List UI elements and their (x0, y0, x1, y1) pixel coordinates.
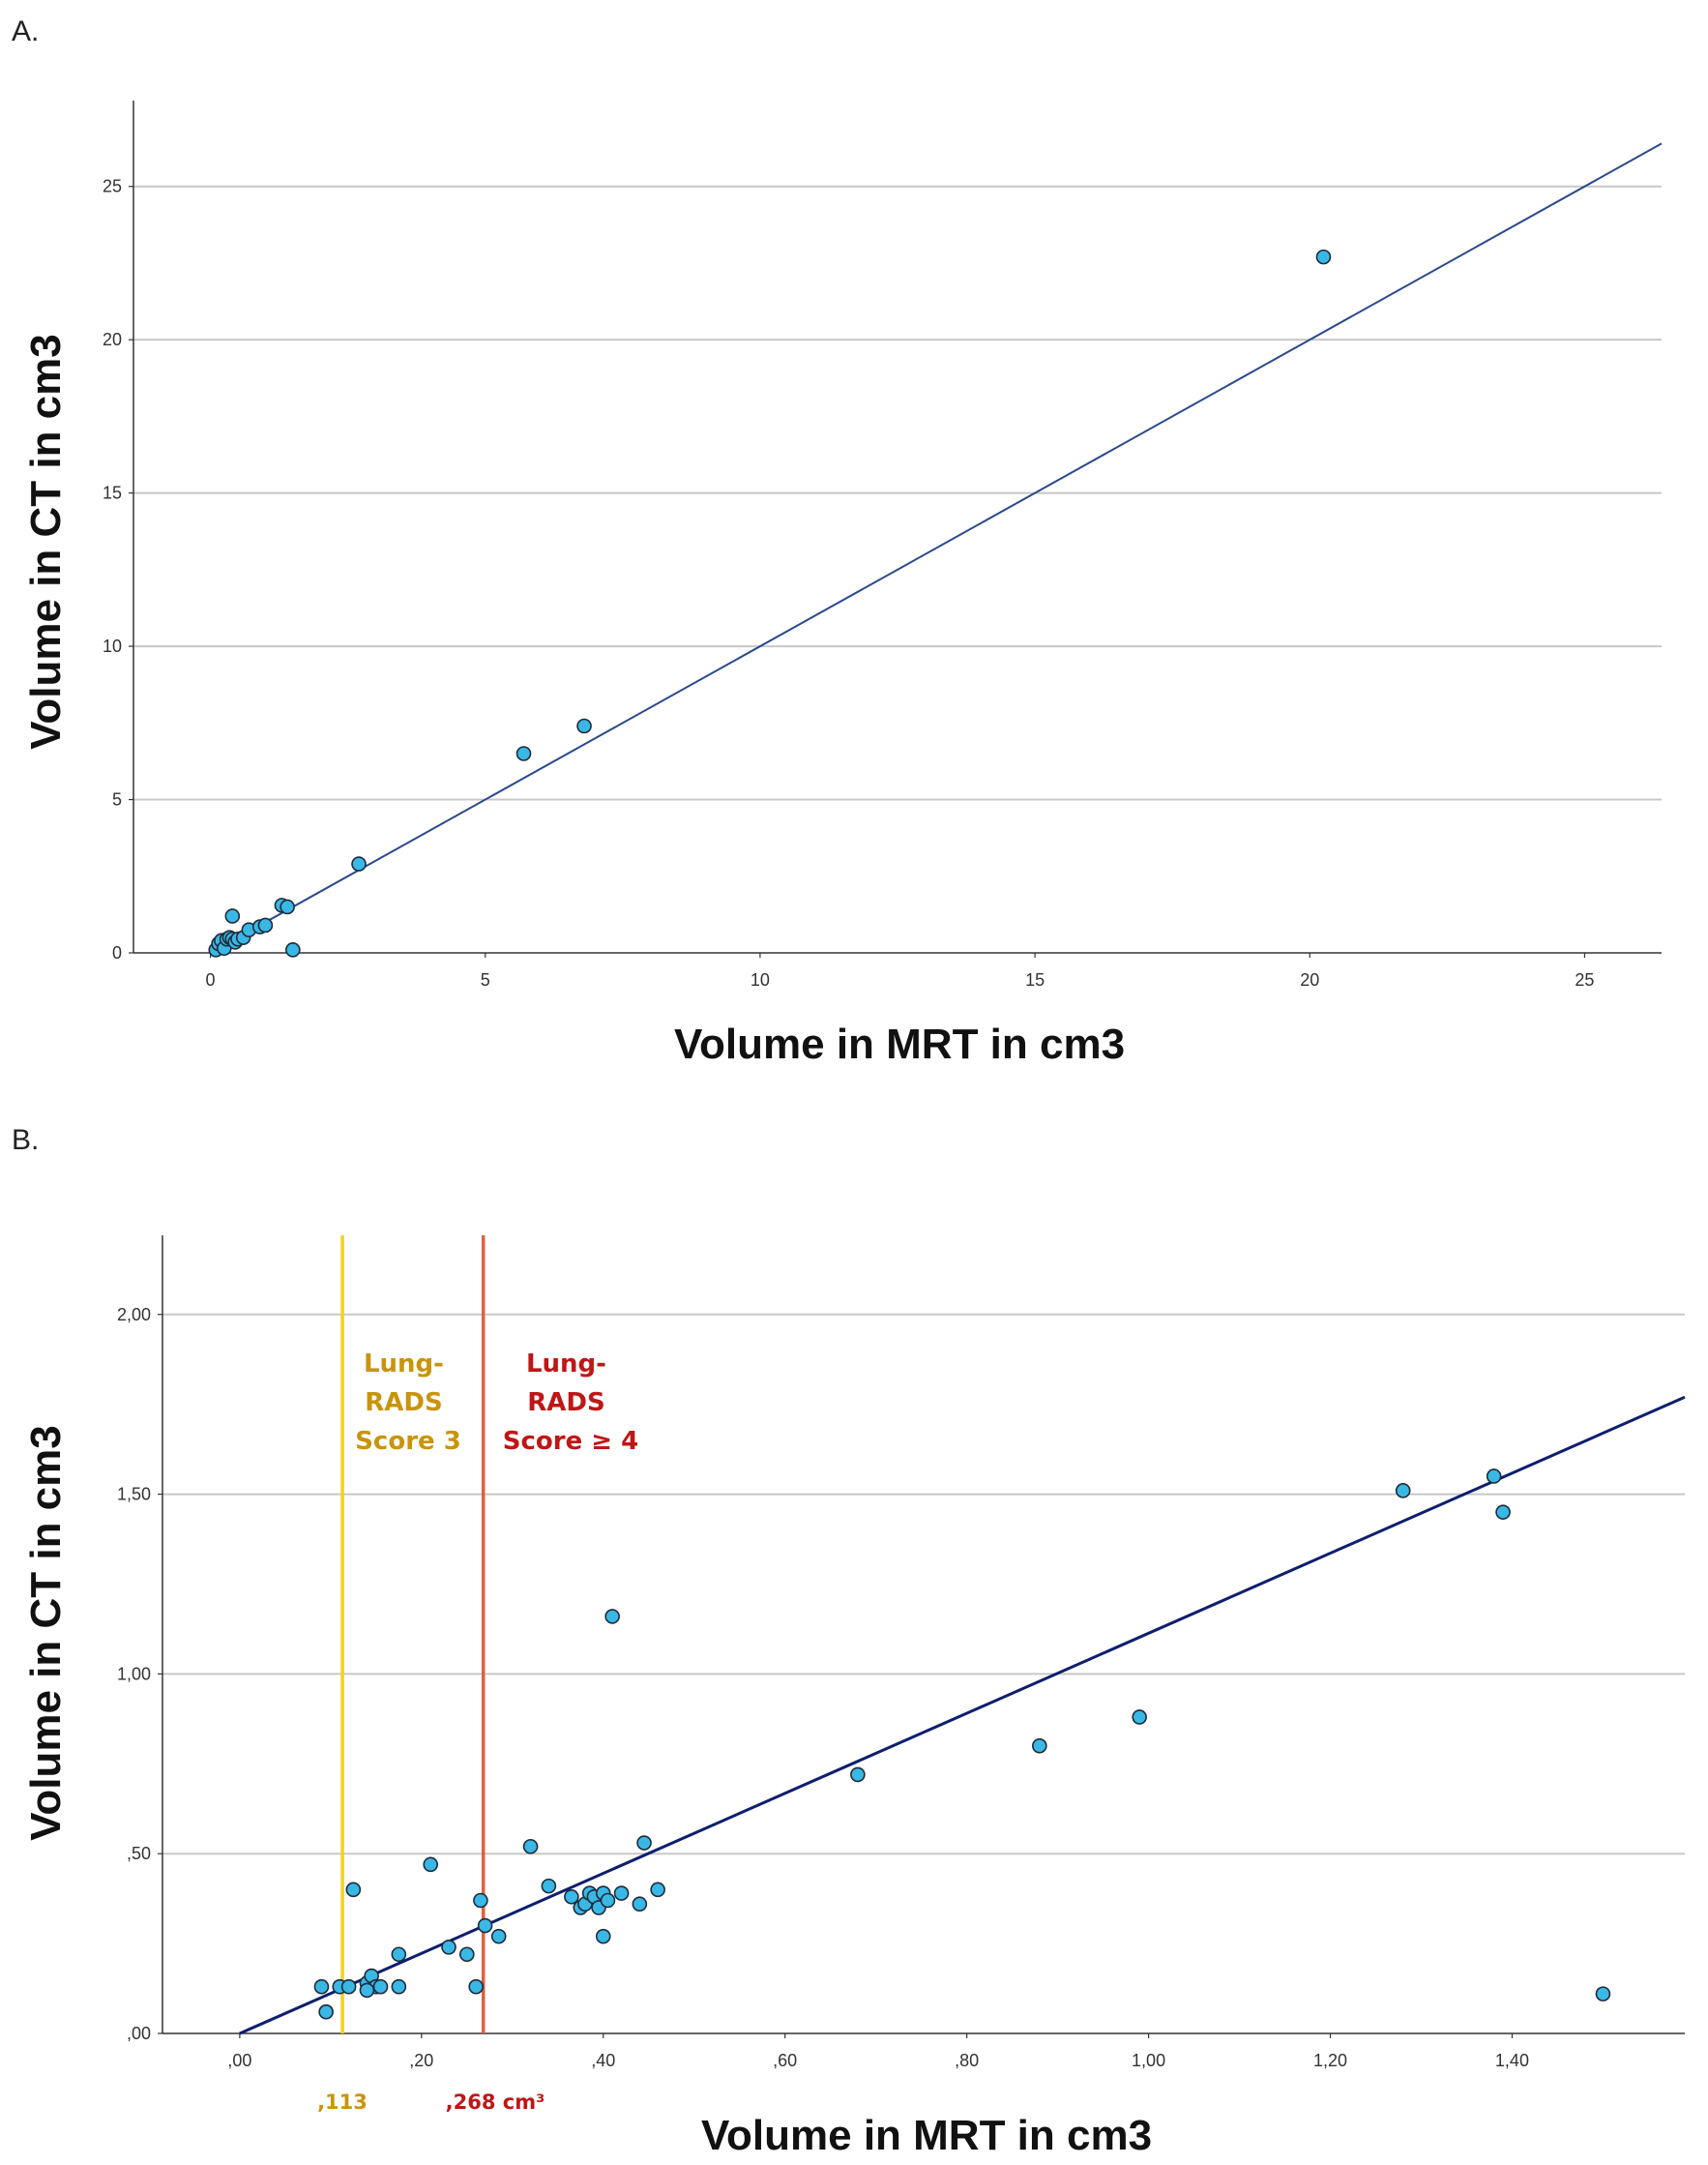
panel-a-gridlines (133, 185, 1662, 801)
data-point-3 (340, 1978, 357, 1995)
data-point-8 (359, 1982, 375, 1999)
data-point-21 (564, 1888, 579, 1905)
cutoff-label-268: ,268 cm³ (446, 2091, 545, 2114)
x-tick-label: 1,20 (1313, 2051, 1347, 2070)
score-4-line-3: Score ≥ 4 (503, 1427, 638, 1456)
data-point-13 (441, 1940, 456, 1955)
data-point-1 (318, 2003, 334, 2020)
y-tick-label: 25 (103, 177, 122, 196)
panel-b-gridlines (162, 1313, 1685, 1855)
x-tick-label: 1,00 (1132, 2051, 1165, 2070)
panel-b: B. ,00 ,20 ,40 ,60 ,80 1,00 1,20 1,40 ,00 ,50 1,00… (12, 1124, 1686, 2159)
data-point-15 (280, 899, 295, 915)
cutoff-label-113: ,113 (317, 2091, 368, 2114)
y-tick-label: ,50 (127, 1844, 151, 1863)
data-point-38 (1395, 1483, 1411, 1498)
data-point-19 (576, 718, 592, 734)
data-point-17 (477, 1917, 493, 1934)
panel-b-ticks: ,00 ,20 ,40 ,60 ,80 1,00 1,20 1,40 ,00 ,50 1,00 1,5… (117, 1305, 1529, 2070)
data-point-12 (423, 1856, 439, 1873)
panel-b-x-axis-title: Volume in MRT in cm3 (701, 2112, 1152, 2159)
y-tick-label: 5 (112, 790, 122, 810)
x-tick-label: ,00 (227, 2051, 251, 2070)
data-point-4 (345, 1882, 362, 1898)
score-4-line-1: Lung- (526, 1349, 606, 1379)
data-point-18 (490, 1928, 507, 1944)
data-point-37 (1132, 1709, 1147, 1725)
y-tick-label: 0 (112, 943, 122, 963)
data-point-15 (468, 1978, 484, 1995)
x-tick-label: ,20 (409, 2051, 433, 2070)
x-tick-label: 15 (1025, 970, 1045, 990)
y-tick-label: 2,00 (117, 1305, 151, 1324)
data-point-31 (613, 1885, 630, 1901)
y-tick-label: 1,50 (117, 1485, 151, 1504)
panel-b-points (313, 1468, 1611, 2020)
x-tick-label: 25 (1575, 970, 1594, 990)
data-point-32 (632, 1896, 648, 1913)
data-point-20 (1315, 249, 1332, 265)
data-point-20 (541, 1878, 557, 1894)
score-4-line-2: RADS (527, 1388, 604, 1417)
x-tick-label: 20 (1300, 970, 1319, 990)
y-tick-label: 1,00 (117, 1664, 151, 1683)
data-point-13 (257, 917, 274, 934)
data-point-18 (515, 746, 532, 761)
data-point-29 (595, 1928, 611, 1944)
data-point-30 (604, 1609, 620, 1624)
x-tick-label: 10 (751, 970, 770, 990)
data-point-14 (458, 1946, 475, 1963)
x-tick-label: ,80 (955, 2051, 979, 2070)
lung-rads-score-3-annotation: Lung- RADS Score 3 (355, 1349, 461, 1456)
x-tick-label: ,40 (591, 2051, 615, 2070)
data-point-28 (600, 1892, 616, 1909)
data-point-35 (850, 1766, 866, 1783)
panel-a-x-axis-title: Volume in MRT in cm3 (674, 1021, 1125, 1068)
panel-a-y-axis-title: Volume in CT in cm3 (22, 334, 70, 749)
y-tick-label: 15 (103, 484, 122, 503)
x-tick-label: 1,40 (1495, 2051, 1529, 2070)
panel-a-label: A. (12, 15, 39, 47)
data-point-33 (636, 1835, 652, 1851)
score-3-line-2: RADS (365, 1388, 442, 1417)
data-point-40 (1495, 1504, 1511, 1520)
data-point-0 (313, 1978, 330, 1995)
panel-b-label: B. (12, 1124, 39, 1156)
y-tick-label: 20 (103, 330, 122, 349)
score-3-line-1: Lung- (364, 1349, 444, 1379)
data-point-34 (650, 1882, 665, 1898)
data-point-41 (1595, 1986, 1611, 2002)
data-point-36 (1032, 1737, 1047, 1754)
data-point-16 (473, 1892, 488, 1909)
lung-rads-score-4-annotation: Lung- RADS Score ≥ 4 (503, 1349, 638, 1456)
data-point-9 (372, 1978, 389, 1995)
x-tick-label: 0 (206, 970, 216, 990)
panel-a-ticks: 0 5 10 15 20 25 0 5 10 15 20 25 (103, 177, 1594, 990)
panel-b-y-axis-title: Volume in CT in cm3 (22, 1425, 70, 1840)
y-tick-label: ,00 (127, 2024, 151, 2043)
data-point-8 (224, 908, 241, 924)
panel-a: A. 0 5 10 15 20 25 0 5 10 15 20 25 Volume in MRT in… (12, 15, 1663, 1068)
y-tick-label: 10 (103, 637, 122, 656)
x-tick-label: 5 (481, 970, 490, 990)
data-point-19 (522, 1838, 539, 1854)
data-point-17 (351, 856, 367, 872)
panel-a-fit-line (210, 142, 1663, 954)
data-point-10 (391, 1978, 407, 1995)
panel-a-points (208, 249, 1332, 958)
data-point-16 (285, 942, 301, 958)
score-3-line-3: Score 3 (355, 1427, 461, 1456)
x-tick-label: ,60 (773, 2051, 797, 2070)
data-point-39 (1486, 1468, 1502, 1484)
data-point-11 (391, 1946, 407, 1963)
